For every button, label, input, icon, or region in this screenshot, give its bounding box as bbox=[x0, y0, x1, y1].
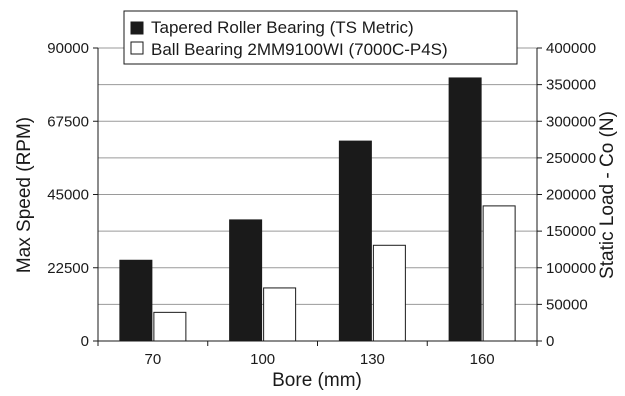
y2-tick-label: 300000 bbox=[546, 113, 596, 130]
bar-tapered-roller bbox=[338, 140, 372, 342]
y2-tick-label: 200000 bbox=[546, 187, 596, 204]
bar-ball-bearing bbox=[372, 244, 406, 342]
bar-ball-bearing bbox=[482, 205, 516, 342]
x-tick-label: 160 bbox=[470, 351, 495, 368]
y-tick-label: 0 bbox=[81, 333, 89, 350]
y-tick-label: 45000 bbox=[47, 187, 89, 204]
axes bbox=[93, 47, 542, 346]
y2-tick-label: 0 bbox=[546, 333, 554, 350]
y2-axis-label: Static Load - Co (N) bbox=[597, 111, 618, 279]
bar-ball-bearing bbox=[153, 311, 187, 342]
y-tick-label: 22500 bbox=[47, 260, 89, 277]
legend-swatch-tapered-roller bbox=[130, 21, 144, 35]
y2-tick-label: 350000 bbox=[546, 77, 596, 94]
tick-labels: 70 100 130 160 0 22500 45000 67500 90000 0 50000 10… bbox=[47, 40, 596, 368]
bars bbox=[119, 77, 516, 342]
x-tick-label: 130 bbox=[360, 351, 385, 368]
y-tick-label: 67500 bbox=[47, 113, 89, 130]
x-axis-label: Bore (mm) bbox=[272, 370, 362, 391]
legend-label-tapered-roller: Tapered Roller Bearing (TS Metric) bbox=[151, 18, 414, 37]
legend-box bbox=[123, 10, 518, 65]
y2-tick-label: 50000 bbox=[546, 296, 588, 313]
y2-tick-label: 250000 bbox=[546, 150, 596, 167]
x-tick-label: 70 bbox=[145, 351, 162, 368]
gridlines bbox=[98, 47, 537, 305]
legend-swatch-ball-bearing bbox=[130, 41, 144, 55]
y-axis-label: Max Speed (RPM) bbox=[14, 117, 35, 273]
bar-tapered-roller bbox=[448, 77, 482, 342]
bar-tapered-roller bbox=[229, 219, 263, 342]
y2-tick-label: 100000 bbox=[546, 260, 596, 277]
legend-label-ball-bearing: Ball Bearing 2MM9100WI (7000C-P4S) bbox=[151, 40, 448, 59]
legend: Tapered Roller Bearing (TS Metric) Ball … bbox=[123, 10, 518, 65]
y-tick-label: 90000 bbox=[47, 40, 89, 57]
y2-tick-label: 400000 bbox=[546, 40, 596, 57]
bar-ball-bearing bbox=[263, 287, 297, 342]
y2-tick-label: 150000 bbox=[546, 223, 596, 240]
bar-tapered-roller bbox=[119, 259, 153, 342]
x-tick-label: 100 bbox=[250, 351, 275, 368]
